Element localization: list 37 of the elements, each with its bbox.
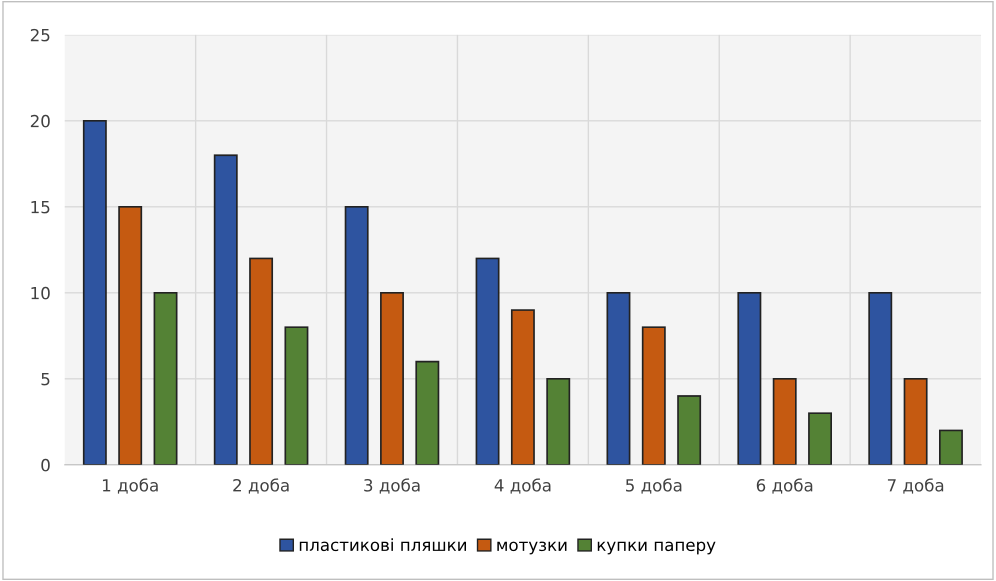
- x-tick-label: 1 доба: [102, 478, 158, 494]
- x-tick-label: 4 доба: [494, 478, 550, 494]
- bar: [772, 378, 797, 465]
- y-tick-label: 10: [31, 286, 50, 300]
- x-tick-label: 3 доба: [364, 478, 420, 494]
- y-tick-label: 15: [31, 201, 50, 214]
- bar: [737, 292, 762, 465]
- bar: [154, 292, 178, 465]
- y-tick-label: 25: [30, 28, 50, 42]
- bar: [214, 154, 238, 465]
- bar: [284, 326, 308, 465]
- legend-label: мотузки: [497, 542, 566, 554]
- bar: [938, 430, 963, 465]
- bar: [808, 412, 832, 465]
- bar: [249, 258, 274, 465]
- bar: [380, 292, 404, 465]
- x-tick-label: 2 доба: [233, 478, 289, 494]
- y-tick-label: 0: [41, 458, 50, 472]
- x-tick-label: 6 доба: [756, 478, 812, 494]
- legend-label: пластикові пляшки: [300, 538, 466, 552]
- bar: [118, 206, 142, 465]
- legend-label: купки паперу: [598, 542, 716, 554]
- bar: [546, 378, 570, 465]
- x-tick-label: 7 доба: [888, 478, 944, 494]
- bar: [415, 360, 440, 465]
- bar: [868, 292, 892, 465]
- y-tick-label: 5: [42, 372, 50, 386]
- bar: [344, 206, 369, 465]
- bar: [904, 378, 928, 465]
- x-tick-label: 5 доба: [626, 478, 682, 494]
- bar: [677, 395, 702, 465]
- bar: [642, 326, 666, 465]
- bar: [510, 309, 535, 465]
- bar: [476, 258, 500, 465]
- y-tick-label: 20: [30, 114, 50, 128]
- bar: [606, 292, 630, 465]
- bar: [82, 120, 107, 465]
